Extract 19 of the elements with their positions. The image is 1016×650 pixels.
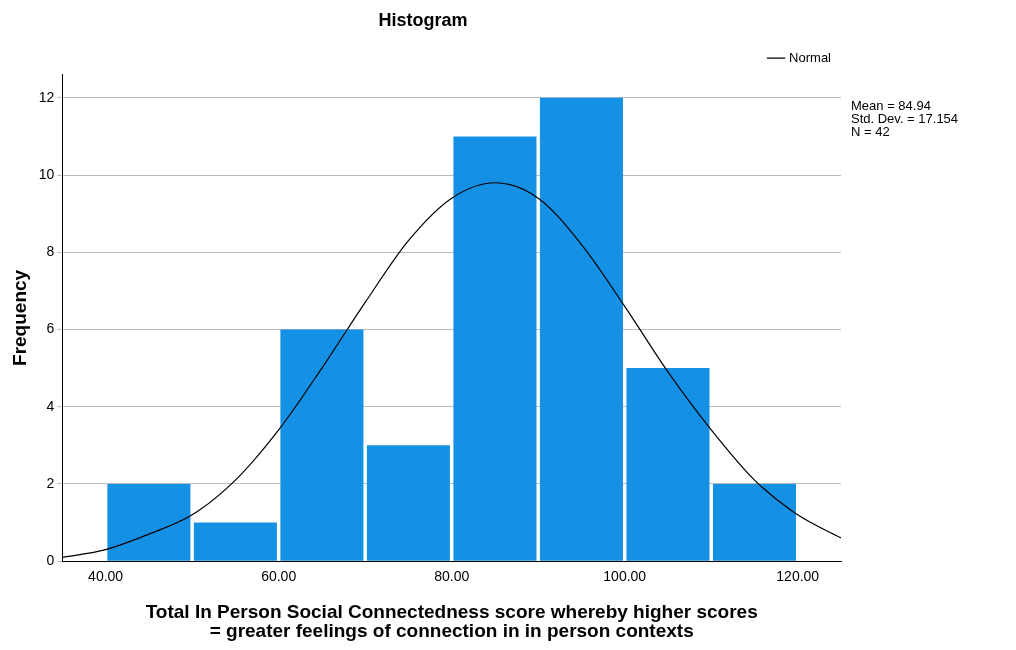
y-tick-label: 4 — [46, 397, 55, 414]
text: Mean = 84.94 — [851, 97, 931, 113]
y-tick-label: 0 — [46, 552, 55, 569]
chart-title: Histogram — [378, 9, 468, 30]
y-tick-label: 12 — [38, 88, 55, 105]
x-tick-label: 100.00 — [603, 568, 647, 585]
y-axis-title: Frequency — [8, 269, 30, 366]
y-tick-label: 2 — [46, 474, 55, 491]
text: N = 42 — [851, 123, 890, 139]
text: Std. Dev. = 17.154 — [851, 110, 959, 126]
x-tick-label: 60.00 — [261, 568, 297, 585]
x-tick-label: 40.00 — [88, 568, 124, 585]
x-tick-label: 80.00 — [434, 568, 470, 585]
legend-label: Normal — [789, 49, 832, 65]
y-tick-label: 8 — [46, 243, 55, 260]
y-tick-label: 10 — [38, 165, 55, 182]
x-tick-label: 120.00 — [776, 568, 820, 585]
x-axis-title: Total In Person Social Connectedness score whereby higher scores = greater feelings of connection in in person contexts — [145, 600, 758, 641]
y-tick-label: 6 — [46, 320, 55, 337]
